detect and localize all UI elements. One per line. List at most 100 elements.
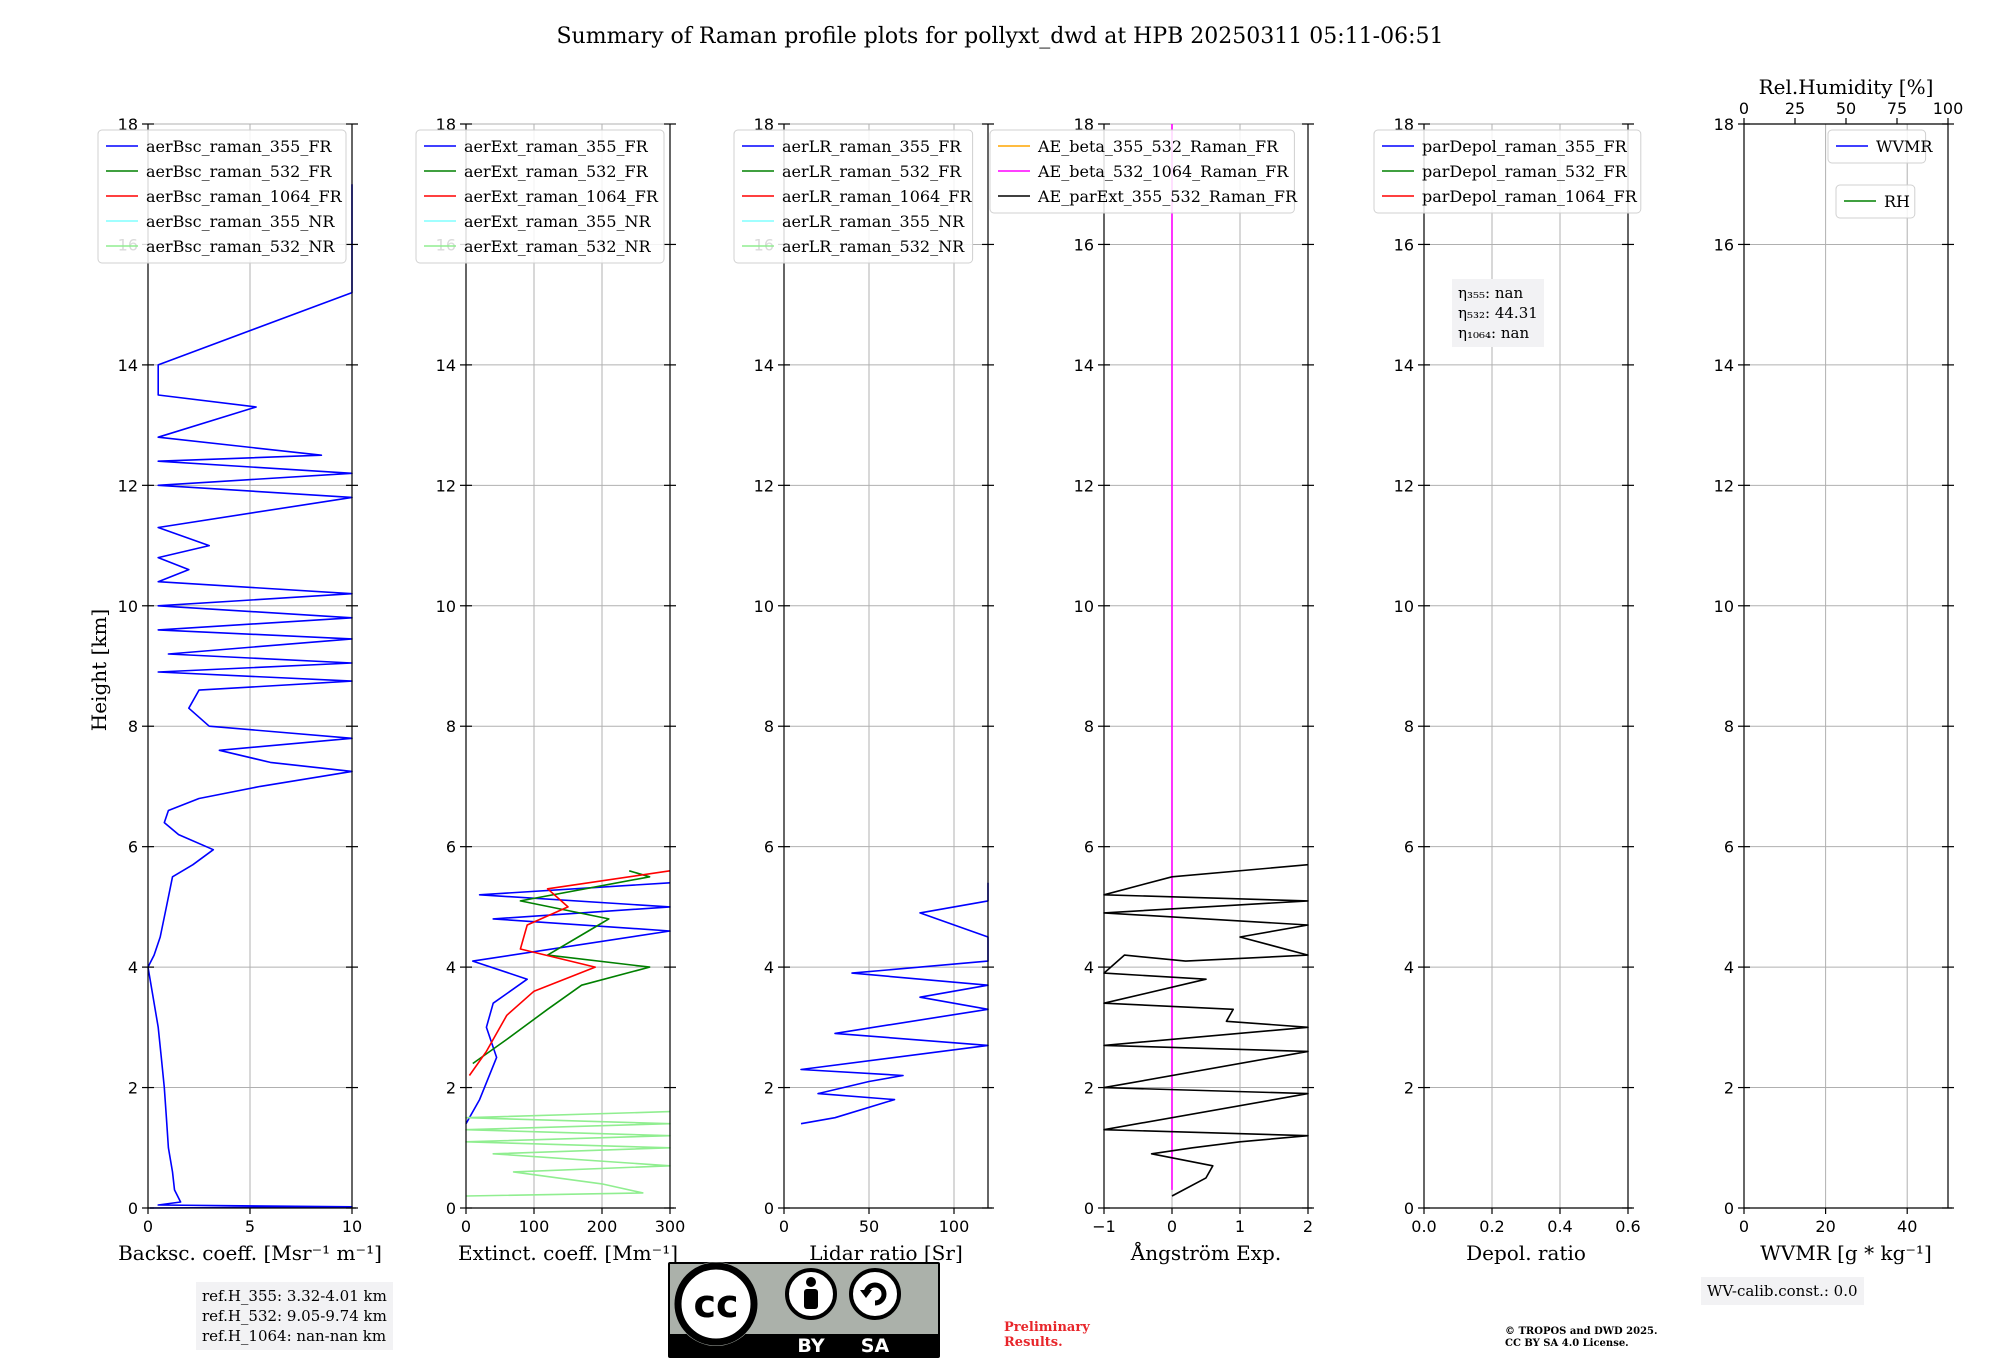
y-axis-label: Height [km] <box>87 609 111 731</box>
y-tick-label: 2 <box>128 1079 138 1098</box>
eta-532: η₅₃₂: 44.31 <box>1458 304 1538 322</box>
x-tick-label: 50 <box>859 1217 879 1236</box>
legend-label: AE_parExt_355_532_Raman_FR <box>1037 187 1298 206</box>
cc-icon <box>674 1262 758 1346</box>
depol-eta-box: η₃₅₅: nan η₅₃₂: 44.31 η₁₀₆₄: nan <box>1452 279 1544 347</box>
legend-label: aerLR_raman_532_NR <box>782 237 965 256</box>
preliminary-note: Preliminary Results. <box>1004 1320 1090 1350</box>
y-tick-label: 10 <box>1074 597 1094 616</box>
panel-4: 0 2 4 6 8 10 12 14 16 18 0.0 0.2 0.4 0.6 Depol. ratio p… <box>1373 115 1642 1265</box>
series-aerBsc_raman_355_FR <box>147 184 353 1209</box>
legend-wvmr: WVMR <box>1827 129 1933 164</box>
sa-icon <box>849 1268 901 1320</box>
x-axis-label: Ångström Exp. <box>1130 1240 1281 1265</box>
x-tick-label: 10 <box>342 1217 362 1236</box>
x-tick-label: 300 <box>655 1217 686 1236</box>
y-tick-label: 8 <box>1404 717 1414 736</box>
ref-h-532: ref.H_532: 9.05-9.74 km <box>202 1307 387 1325</box>
legend-label: aerBsc_raman_355_NR <box>146 212 335 231</box>
legend-label: AE_beta_355_532_Raman_FR <box>1037 137 1279 156</box>
x-axis-label: WVMR [g * kg⁻¹] <box>1760 1241 1932 1265</box>
preliminary-line2: Results. <box>1004 1335 1063 1350</box>
y-tick-label: 6 <box>764 838 774 857</box>
y-tick-label: 8 <box>1724 717 1734 736</box>
legend-4: parDepol_raman_355_FR parDepol_raman_532_… <box>1373 129 1642 214</box>
y-tick-label: 12 <box>754 476 774 495</box>
panel-2: 024681012141618050100Lidar ratio [Sr]aer… <box>733 115 994 1265</box>
x-axis-label: Lidar ratio [Sr] <box>809 1241 963 1265</box>
top-x-tick-label: 25 <box>1785 99 1805 118</box>
y-tick-label: 18 <box>1074 115 1094 134</box>
legend-label: aerLR_raman_355_FR <box>782 137 962 156</box>
y-tick-label: 0 <box>128 1199 138 1218</box>
legend-label: aerExt_raman_532_NR <box>464 237 652 256</box>
y-tick-label: 16 <box>1714 235 1734 254</box>
legend-frame <box>989 129 1295 214</box>
legend-label: parDepol_raman_1064_FR <box>1422 187 1638 206</box>
legend-frame <box>1373 129 1642 214</box>
y-tick-label: 14 <box>1074 356 1094 375</box>
y-tick-label: 4 <box>446 958 456 977</box>
top-x-tick-label: 50 <box>1836 99 1856 118</box>
y-tick-label: 12 <box>118 476 138 495</box>
legend-label: RH <box>1884 192 1910 211</box>
series-aerExt_raman_355_FR <box>465 882 671 1125</box>
figure-title: Summary of Raman profile plots for polly… <box>556 24 1443 49</box>
y-tick-label: 4 <box>1724 958 1734 977</box>
legend-label: parDepol_raman_532_FR <box>1422 162 1628 181</box>
legend-label: aerBsc_raman_532_FR <box>146 162 332 181</box>
y-tick-label: 18 <box>1714 115 1734 134</box>
eta-355: η₃₅₅: nan <box>1458 284 1524 302</box>
legend-label: aerLR_raman_1064_FR <box>782 187 972 206</box>
y-tick-label: 14 <box>754 356 774 375</box>
y-tick-label: 8 <box>764 717 774 736</box>
x-tick-label: 100 <box>939 1217 970 1236</box>
series-aerExt_raman_532_NR <box>465 1110 671 1197</box>
cc-by-sa-badge: cc BY SA <box>668 1262 940 1358</box>
y-tick-label: 0 <box>1084 1199 1094 1218</box>
x-tick-label: 2 <box>1303 1217 1313 1236</box>
legend-label: parDepol_raman_355_FR <box>1422 137 1628 156</box>
y-tick-label: 12 <box>1394 476 1414 495</box>
y-tick-label: 12 <box>1074 476 1094 495</box>
y-tick-label: 14 <box>1394 356 1414 375</box>
legend-2: aerLR_raman_355_FR aerLR_raman_532_FR aerL… <box>733 129 974 264</box>
x-tick-label: −1 <box>1092 1217 1116 1236</box>
y-tick-label: 6 <box>1404 838 1414 857</box>
reference-height-box: ref.H_355: 3.32-4.01 km ref.H_532: 9.05-… <box>196 1282 393 1350</box>
top-x-tick-label: 100 <box>1933 99 1964 118</box>
y-tick-label: 0 <box>446 1199 456 1218</box>
y-tick-label: 10 <box>754 597 774 616</box>
wv-calib-const: WV-calib.const.: 0.0 <box>1707 1282 1858 1300</box>
y-tick-label: 4 <box>1084 958 1094 977</box>
legend-label: aerLR_raman_532_FR <box>782 162 962 181</box>
y-tick-label: 16 <box>1074 235 1094 254</box>
y-tick-label: 0 <box>764 1199 774 1218</box>
x-tick-label: 200 <box>587 1217 618 1236</box>
x-tick-label: 0 <box>1739 1217 1749 1236</box>
x-tick-label: 100 <box>519 1217 550 1236</box>
y-tick-label: 6 <box>128 838 138 857</box>
x-tick-label: 5 <box>245 1217 255 1236</box>
legend-1: aerExt_raman_355_FR aerExt_raman_532_FRae… <box>415 129 665 264</box>
y-tick-label: 2 <box>446 1079 456 1098</box>
y-tick-label: 6 <box>1084 838 1094 857</box>
y-tick-label: 8 <box>1084 717 1094 736</box>
legend-label: aerExt_raman_1064_FR <box>464 187 659 206</box>
legend-label: aerLR_raman_355_NR <box>782 212 965 231</box>
legend-frame <box>97 129 347 264</box>
legend-label: aerBsc_raman_355_FR <box>146 137 332 156</box>
y-tick-label: 18 <box>436 115 456 134</box>
legend-frame <box>733 129 974 264</box>
x-tick-label: 0 <box>1167 1217 1177 1236</box>
y-tick-label: 16 <box>1394 235 1414 254</box>
cc-text: cc <box>693 1282 738 1326</box>
x-tick-label: 0 <box>461 1217 471 1236</box>
y-tick-label: 18 <box>1394 115 1414 134</box>
ref-h-1064: ref.H_1064: nan-nan km <box>202 1327 387 1345</box>
x-tick-label: 40 <box>1897 1217 1917 1236</box>
legend-3: AE_beta_355_532_Raman_FR AE_beta_532_1064… <box>989 129 1298 214</box>
y-tick-label: 2 <box>1404 1079 1414 1098</box>
legend-label: WVMR <box>1876 137 1933 156</box>
